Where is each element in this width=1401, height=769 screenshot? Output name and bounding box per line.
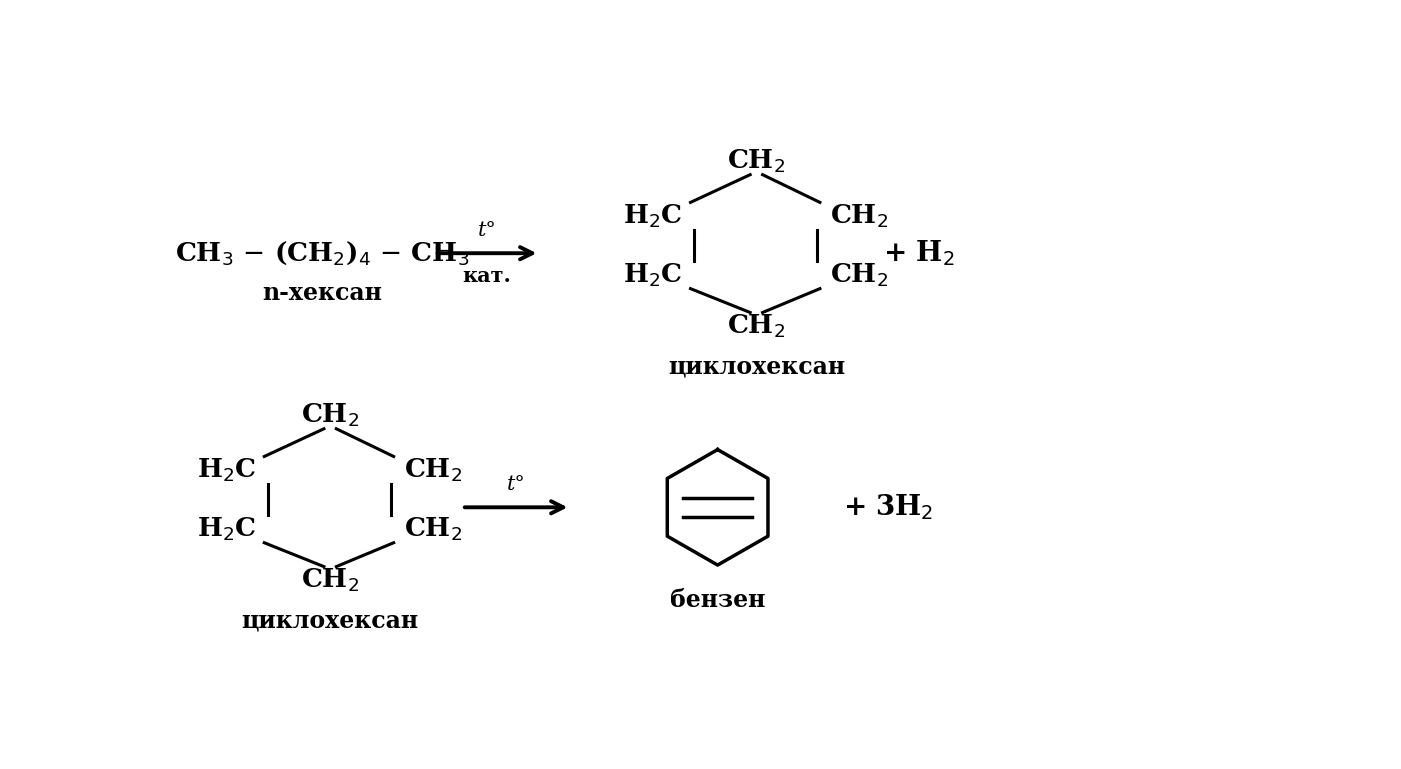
Text: H$_2$C: H$_2$C (198, 515, 256, 543)
Text: CH$_2$: CH$_2$ (301, 401, 359, 428)
Text: CH$_2$: CH$_2$ (403, 457, 462, 484)
Text: циклохексан: циклохексан (241, 608, 419, 632)
Text: + 3H$_2$: + 3H$_2$ (843, 492, 933, 522)
Text: n-хексан: n-хексан (262, 281, 382, 305)
Text: CH$_2$: CH$_2$ (829, 202, 888, 230)
Text: циклохексан: циклохексан (668, 355, 845, 378)
Text: H$_2$C: H$_2$C (623, 261, 682, 288)
Text: t°: t° (507, 474, 525, 494)
Text: бензен: бензен (670, 588, 765, 611)
Text: H$_2$C: H$_2$C (198, 457, 256, 484)
Text: CH$_2$: CH$_2$ (301, 567, 359, 594)
Text: t°: t° (478, 221, 496, 240)
Text: CH$_2$: CH$_2$ (829, 261, 888, 288)
Text: CH$_2$: CH$_2$ (727, 313, 786, 340)
Text: CH$_2$: CH$_2$ (403, 515, 462, 543)
Text: + H$_2$: + H$_2$ (883, 238, 955, 268)
Text: кат.: кат. (462, 266, 511, 286)
Text: CH$_2$: CH$_2$ (727, 147, 786, 175)
Text: CH$_3$ $-$ (CH$_2$)$_4$ $-$ CH$_3$: CH$_3$ $-$ (CH$_2$)$_4$ $-$ CH$_3$ (175, 239, 469, 267)
Text: H$_2$C: H$_2$C (623, 202, 682, 230)
